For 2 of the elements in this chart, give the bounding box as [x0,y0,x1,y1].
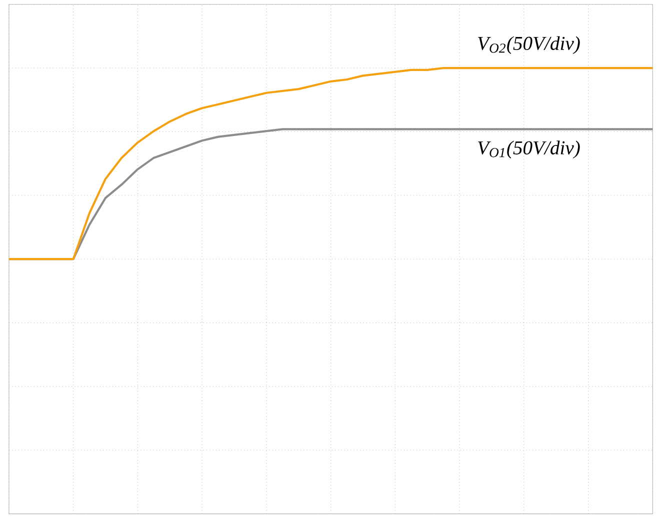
series-label: V$_{O2}$(50V/div) [478,36,580,54]
series-label: V$_{O1}$(50V/div) [478,140,580,159]
